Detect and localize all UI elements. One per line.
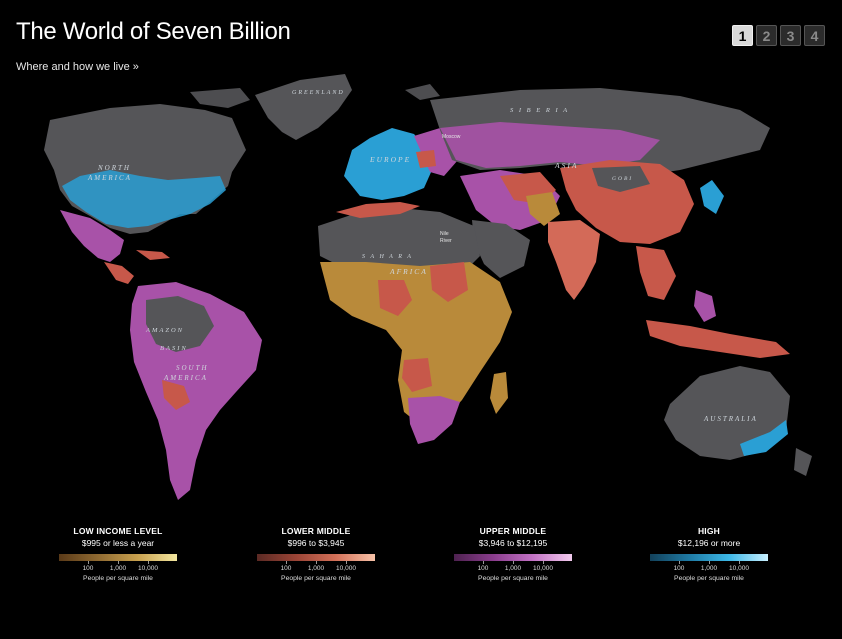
page-4-button[interactable]: 4 [804,25,825,46]
legend-ticks: 100 1,000 10,000 [650,561,768,573]
legend-tick: 10,000 [533,565,553,572]
india-lower-middle [548,220,600,300]
legend-ticks: 100 1,000 10,000 [257,561,375,573]
afghanistan-pakistan-low [526,192,560,226]
legend-tick: 1,000 [109,565,127,572]
page-title: The World of Seven Billion [16,18,291,45]
legend-tick: 1,000 [700,565,718,572]
caribbean [136,250,170,260]
mexico-central-america [60,210,124,262]
legend-unit: People per square mile [478,575,548,582]
page-selector: 1 2 3 4 [732,25,825,46]
legend-range: $995 or less a year [81,538,155,548]
label-europe: EUROPE [369,155,411,164]
legend-gradient-bar [454,554,572,561]
southern-africa-upper-middle [408,396,460,444]
label-africa: AFRICA [389,267,428,276]
label-sahara: S A H A R A [362,254,413,260]
legend-high-income: HIGH $12,196 or more 100 1,000 10,000 Pe… [639,526,779,582]
legend-heading: LOWER MIDDLE [281,526,351,536]
legend-tick: 10,000 [336,565,356,572]
legend-tick: 10,000 [138,565,158,572]
indonesia [646,320,790,358]
world-map: GREENLAND S I B E R I A NORTH AMERICA EU… [44,74,812,500]
north-america-high-income [62,170,226,228]
southeast-asia [636,246,676,300]
legend-unit: People per square mile [281,575,351,582]
arabian-peninsula [472,220,530,278]
label-greenland: GREENLAND [292,90,345,96]
north-africa-sahara [318,208,480,270]
label-south-america-2: AMERICA [163,374,208,382]
legend-upper-middle: UPPER MIDDLE $3,946 to $12,195 100 1,000… [443,526,583,582]
legend-low-income: LOW INCOME LEVEL $995 or less a year 100… [48,526,188,582]
legend-lower-middle: LOWER MIDDLE $996 to $3,945 100 1,000 10… [246,526,386,582]
label-basin: BASIN [160,345,188,352]
philippines [694,290,716,322]
europe-lower-middle [416,150,436,168]
australia-landmass [664,366,790,460]
label-australia: AUSTRALIA [703,415,758,423]
page-3-button[interactable]: 3 [780,25,801,46]
angola-lower-middle [402,358,432,392]
gobi-sparse [592,166,650,192]
greenland-landmass [255,74,352,140]
label-south-america-1: SOUTH [176,364,209,372]
nigeria-lower-middle [378,280,412,316]
legend-heading: LOW INCOME LEVEL [73,526,163,536]
label-nile-2: River [440,238,452,244]
new-zealand [794,448,812,476]
south-america-lower-middle [162,380,190,410]
legend-heading: HIGH [697,526,721,536]
label-asia: ASIA [554,161,578,170]
legend-tick: 100 [280,565,292,572]
legend-range: $3,946 to $12,195 [478,538,548,548]
legend-unit: People per square mile [674,575,744,582]
china-lower-middle [560,160,694,244]
legend-tick: 1,000 [504,565,522,572]
madagascar [490,372,508,414]
legend-heading: UPPER MIDDLE [479,526,547,536]
page-2-button[interactable]: 2 [756,25,777,46]
legend-ticks: 100 1,000 10,000 [454,561,572,573]
legend-ticks: 100 1,000 10,000 [59,561,177,573]
page-1-button[interactable]: 1 [732,25,753,46]
korea-japan-high [700,180,724,214]
sudan-lower-middle [430,262,468,302]
legend-tick: 1,000 [307,565,325,572]
legend-gradient-bar [650,554,768,561]
russia-upper-middle [440,122,660,168]
central-america-lower-middle [104,262,134,284]
label-north-america-1: NORTH [97,164,131,172]
label-nile-1: Nile [440,231,449,237]
label-gobi: GOBI [612,176,633,182]
legend-gradient-bar [257,554,375,561]
legend-range: $12,196 or more [677,538,741,548]
north-africa-coast-middle [336,202,420,218]
legend-unit: People per square mile [83,575,153,582]
legend-tick: 100 [477,565,489,572]
arctic-islands [190,84,440,108]
legend-range: $996 to $3,945 [287,538,345,548]
amazon-basin-sparse [146,296,214,352]
legend-tick: 100 [673,565,685,572]
label-north-america-2: AMERICA [87,174,132,182]
legend-gradient-bar [59,554,177,561]
label-moscow: Moscow [442,134,461,140]
legend-tick: 100 [82,565,94,572]
where-and-how-we-live-link[interactable]: Where and how we live » [16,61,139,73]
label-amazon: AMAZON [145,327,184,334]
europe-high-income [344,128,432,200]
legend-tick: 10,000 [729,565,749,572]
australia-coast-high [740,420,788,456]
sub-saharan-low-income [320,262,512,428]
label-siberia: S I B E R I A [510,107,569,114]
